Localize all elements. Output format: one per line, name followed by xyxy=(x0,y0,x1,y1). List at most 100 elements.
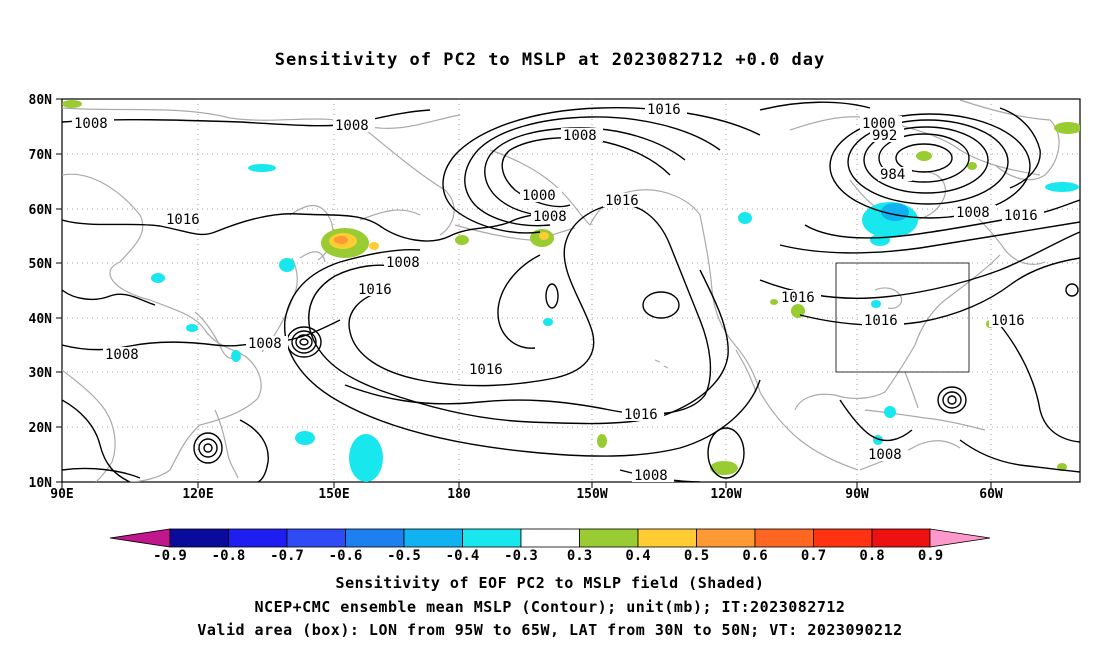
colorbar-labels: -0.9 -0.8 -0.7 -0.6 -0.5 -0.4 -0.3 0.3 0.4 0.5 0.6… xyxy=(153,548,943,564)
axis-ticks xyxy=(56,98,992,488)
colorbar-label: -0.7 xyxy=(270,548,304,564)
coast-greenland xyxy=(959,99,1060,181)
coast-baja xyxy=(735,349,757,393)
shade-positive xyxy=(1057,463,1067,471)
colorbar-label: 0.4 xyxy=(625,548,650,564)
lon-label: 120E xyxy=(182,487,213,502)
valid-area-box xyxy=(835,262,970,373)
colorbar-box xyxy=(754,528,814,548)
coast-asia-east xyxy=(62,173,262,482)
colorbar-box xyxy=(579,528,639,548)
coast-aleutians xyxy=(454,224,576,241)
shade-negative xyxy=(295,431,315,445)
contour-label: 1008 xyxy=(248,336,282,352)
shade-negative xyxy=(248,164,276,172)
shade-negative xyxy=(349,434,383,482)
coast-siberia-north xyxy=(62,107,461,129)
shade-positive-medium xyxy=(539,232,549,240)
contour-label: 1008 xyxy=(956,205,990,221)
shade-positive xyxy=(967,162,977,170)
lon-label: 90W xyxy=(845,487,869,502)
colorbar-box xyxy=(696,528,756,548)
mslp-contours xyxy=(62,101,1080,482)
coast-hawaii xyxy=(654,359,669,369)
contour-label: 1016 xyxy=(605,193,639,209)
lon-labels: 90E 120E 150E 180 150W 120W 90W 60W xyxy=(50,487,1003,502)
colorbar-box xyxy=(286,528,346,548)
colorbar-box xyxy=(228,528,288,548)
shade-negative xyxy=(543,318,553,326)
chart-title: Sensitivity of PC2 to MSLP at 2023082712… xyxy=(274,50,826,70)
coast-philippines xyxy=(214,409,239,479)
coastlines xyxy=(62,99,1060,482)
contour-label: 1016 xyxy=(991,313,1025,329)
shade-negative xyxy=(870,234,890,246)
shade-negative xyxy=(151,273,165,283)
colorbar-box xyxy=(813,528,873,548)
lat-label: 50N xyxy=(29,257,53,272)
shade-positive xyxy=(916,151,932,161)
contour-label: 1008 xyxy=(634,468,668,484)
colorbar-low-arrow xyxy=(109,528,171,548)
contour-label: 992 xyxy=(872,128,897,144)
contour-label: 1008 xyxy=(105,347,139,363)
colorbar-label: -0.4 xyxy=(446,548,480,564)
lon-label: 180 xyxy=(447,487,471,502)
coast-north-america-east xyxy=(794,254,1001,411)
contour-label: 1016 xyxy=(781,290,815,306)
coast-hudson-bay xyxy=(849,171,947,221)
colorbar-box xyxy=(403,528,463,548)
contour-label: 1016 xyxy=(1004,208,1038,224)
shade-negative xyxy=(231,350,241,362)
colorbar-label: 0.7 xyxy=(801,548,826,564)
shade-positive xyxy=(597,434,607,448)
contour-label: 1008 xyxy=(74,116,108,132)
lon-label: 150E xyxy=(318,487,349,502)
caption-line-1: Sensitivity of EOF PC2 to MSLP field (Sh… xyxy=(335,574,765,592)
shade-negative xyxy=(279,258,295,272)
coast-alaska xyxy=(489,149,701,226)
contour-label: 1016 xyxy=(358,282,392,298)
colorbar-label: 0.9 xyxy=(918,548,943,564)
colorbar-label: 0.8 xyxy=(859,548,884,564)
shade-positive xyxy=(770,299,778,305)
colorbar-box xyxy=(462,528,522,548)
colorbar-label: -0.9 xyxy=(153,548,187,564)
contour-label: 1000 xyxy=(522,188,556,204)
caption-line-3: Valid area (box): LON from 95W to 65W, L… xyxy=(197,621,903,639)
lat-label: 70N xyxy=(29,148,53,163)
coast-canadian-arctic xyxy=(789,116,1041,176)
map-frame xyxy=(61,98,1081,483)
shade-positive xyxy=(791,304,805,318)
shade-positive xyxy=(62,100,82,108)
coast-north-america-west xyxy=(699,214,859,471)
colorbar-label: 0.3 xyxy=(567,548,592,564)
colorbar-label: -0.5 xyxy=(387,548,421,564)
shade-negative xyxy=(738,212,752,224)
colorbar-boxes xyxy=(169,528,931,548)
colorbar-box xyxy=(871,528,931,548)
contour-label: 1016 xyxy=(864,313,898,329)
contour-label: 1008 xyxy=(386,255,420,271)
contour-label: 984 xyxy=(880,167,905,183)
shade-positive-high xyxy=(334,236,348,244)
shade-negative xyxy=(1045,182,1079,192)
caption-line-2: NCEP+CMC ensemble mean MSLP (Contour); u… xyxy=(254,598,846,616)
lat-label: 30N xyxy=(29,366,53,381)
colorbar-label: -0.6 xyxy=(329,548,363,564)
contour-label: 1016 xyxy=(647,102,681,118)
contour-label: 1016 xyxy=(469,362,503,378)
contour-labels: 1008 1008 1016 1008 1000 992 984 1008 10… xyxy=(72,102,1044,484)
coast-indochina xyxy=(62,369,116,482)
lat-label: 10N xyxy=(29,476,53,491)
contour-label: 1008 xyxy=(563,128,597,144)
contour-label: 1008 xyxy=(335,118,369,134)
colorbar-box xyxy=(520,528,580,548)
shade-positive xyxy=(1054,122,1080,134)
colorbar-box xyxy=(637,528,697,548)
contour-label: 1016 xyxy=(624,407,658,423)
contour-label: 1016 xyxy=(166,212,200,228)
shade-negative xyxy=(884,406,896,418)
lat-label: 80N xyxy=(29,93,53,108)
shade-negative xyxy=(871,300,881,308)
